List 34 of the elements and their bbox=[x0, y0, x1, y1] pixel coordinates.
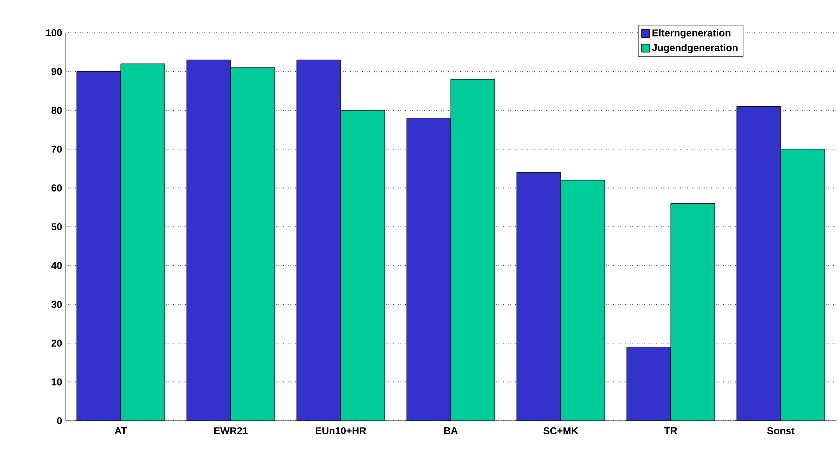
bar bbox=[77, 72, 121, 421]
y-tick-label: 80 bbox=[52, 107, 62, 114]
bar bbox=[736, 106, 782, 421]
y-tick-label: 70 bbox=[52, 146, 62, 153]
bar bbox=[671, 204, 715, 421]
y-tick-label: 90 bbox=[52, 68, 62, 76]
x-tick-label: SC+MK bbox=[544, 428, 578, 435]
legend-label: Elterngeneration bbox=[652, 29, 731, 39]
x-tick-label: Sonst bbox=[767, 428, 795, 435]
bar bbox=[187, 60, 231, 421]
x-tick-label: EUn10+HR bbox=[316, 428, 366, 435]
bar bbox=[451, 80, 495, 421]
bar bbox=[780, 149, 826, 421]
y-tick-label: 40 bbox=[52, 262, 62, 270]
bar bbox=[297, 60, 341, 421]
x-tick-label: TR bbox=[664, 428, 678, 434]
y-tick-label: 50 bbox=[52, 223, 62, 231]
y-tick-label: 30 bbox=[52, 301, 62, 308]
bar bbox=[341, 110, 385, 421]
bar bbox=[517, 172, 561, 421]
y-tick-label: 10 bbox=[52, 378, 62, 386]
bar bbox=[407, 118, 451, 421]
legend-label: Jugendgeneration bbox=[652, 44, 738, 54]
y-tick-label: 60 bbox=[52, 184, 62, 192]
bar bbox=[561, 180, 605, 421]
y-tick-label: 100 bbox=[46, 29, 62, 37]
bar bbox=[627, 347, 671, 421]
bar bbox=[231, 68, 275, 421]
x-tick-label: EWR21 bbox=[214, 428, 248, 434]
bar bbox=[121, 64, 165, 421]
x-tick-label: AT bbox=[114, 428, 128, 434]
x-tick-label: BA bbox=[444, 428, 458, 434]
y-tick-label: 20 bbox=[52, 340, 62, 347]
y-tick-label: 0 bbox=[57, 417, 62, 425]
